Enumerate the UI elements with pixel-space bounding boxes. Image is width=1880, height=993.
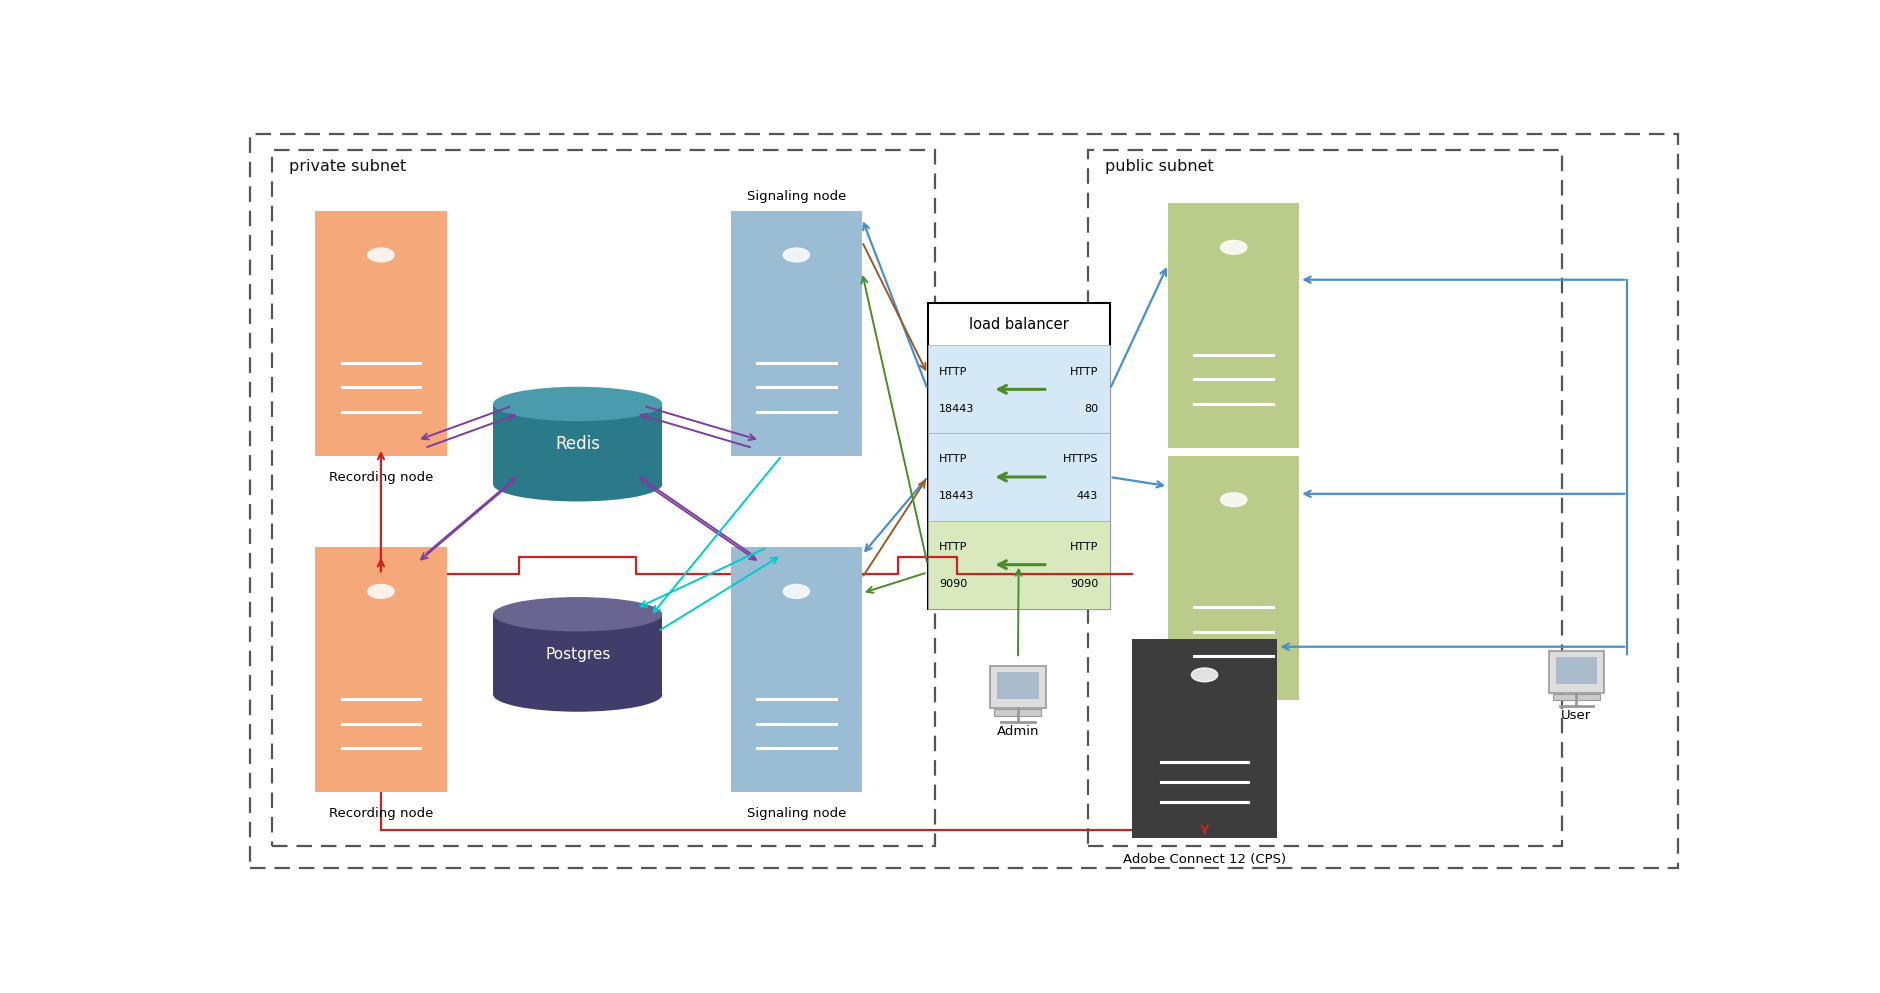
- Text: HTTP: HTTP: [938, 542, 966, 552]
- Bar: [927, 346, 1109, 433]
- Text: Media node: Media node: [1194, 463, 1273, 477]
- Text: HTTP: HTTP: [1070, 366, 1098, 376]
- Ellipse shape: [493, 677, 662, 712]
- Text: Adobe Connect 12 (CPS): Adobe Connect 12 (CPS): [1122, 853, 1286, 866]
- Bar: [927, 303, 1109, 609]
- Text: 9090: 9090: [938, 579, 966, 589]
- Text: Signaling node: Signaling node: [746, 807, 846, 820]
- Text: Redis: Redis: [555, 435, 600, 453]
- Bar: [996, 672, 1038, 699]
- Bar: [1087, 150, 1560, 846]
- Bar: [493, 615, 662, 694]
- Text: 18443: 18443: [938, 492, 974, 501]
- Text: HTTP: HTTP: [1070, 542, 1098, 552]
- Text: public subnet: public subnet: [1105, 159, 1213, 174]
- Ellipse shape: [493, 597, 662, 632]
- Bar: [1551, 694, 1600, 700]
- Bar: [989, 666, 1045, 708]
- Bar: [1555, 657, 1596, 684]
- Bar: [927, 433, 1109, 521]
- Text: Recording node: Recording node: [329, 807, 432, 820]
- Text: HTTP: HTTP: [938, 455, 966, 465]
- Text: 9090: 9090: [1070, 579, 1098, 589]
- Bar: [316, 211, 446, 456]
- Circle shape: [782, 248, 808, 262]
- Text: 18443: 18443: [938, 403, 974, 414]
- Circle shape: [1220, 240, 1246, 254]
- Text: Media node: Media node: [1194, 716, 1273, 729]
- Circle shape: [1220, 493, 1246, 506]
- Bar: [316, 547, 446, 792]
- Text: HTTPS: HTTPS: [1062, 455, 1098, 465]
- Bar: [995, 709, 1042, 716]
- Text: User: User: [1560, 709, 1590, 723]
- Bar: [729, 547, 861, 792]
- Ellipse shape: [493, 387, 662, 421]
- Text: private subnet: private subnet: [290, 159, 406, 174]
- Text: Admin: Admin: [996, 725, 1038, 738]
- Bar: [1132, 639, 1277, 838]
- Text: load balancer: load balancer: [968, 317, 1068, 332]
- Circle shape: [782, 585, 808, 598]
- Circle shape: [368, 585, 393, 598]
- Ellipse shape: [493, 467, 662, 501]
- Bar: [1167, 204, 1299, 448]
- Bar: [927, 521, 1109, 609]
- Circle shape: [368, 248, 393, 262]
- Bar: [271, 150, 934, 846]
- Bar: [493, 404, 662, 485]
- Text: HTTP: HTTP: [938, 366, 966, 376]
- Bar: [1547, 650, 1604, 693]
- Circle shape: [1190, 668, 1216, 682]
- Text: 443: 443: [1077, 492, 1098, 501]
- Text: Recording node: Recording node: [329, 471, 432, 484]
- Bar: [1167, 456, 1299, 700]
- Bar: [729, 211, 861, 456]
- Text: 80: 80: [1083, 403, 1098, 414]
- Text: Signaling node: Signaling node: [746, 191, 846, 204]
- Text: Postgres: Postgres: [545, 646, 611, 662]
